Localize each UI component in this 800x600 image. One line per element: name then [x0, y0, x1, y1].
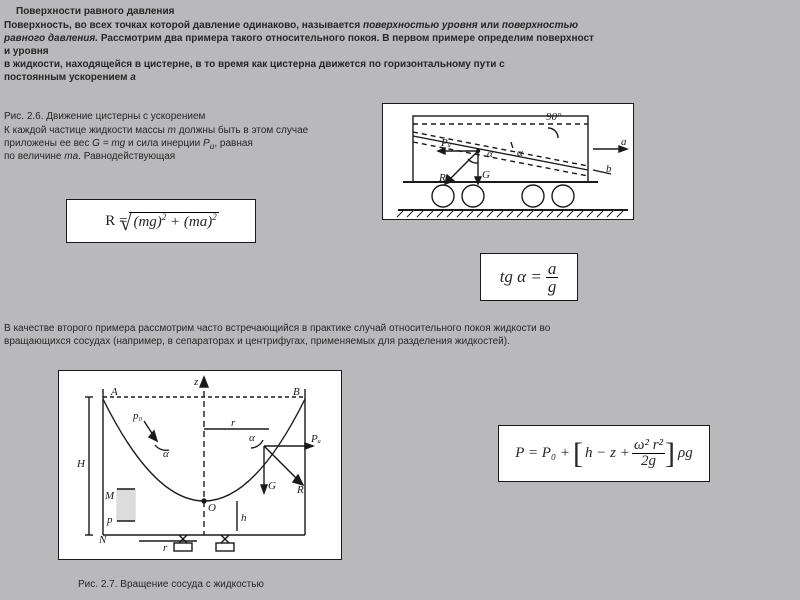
- equation-P: P = P₀ + [ h − z + ω² r² 2g ] ρg: [498, 425, 710, 482]
- equation-R: R = √ (mg)2 + (ma)2: [66, 199, 256, 243]
- para-2: равного давления. Рассмотрим два примера…: [4, 33, 594, 46]
- figure-2-7: z A B H p₀ α α r Pᵤ R G O h M p N r: [58, 370, 342, 560]
- svg-text:G: G: [268, 480, 276, 492]
- svg-text:r: r: [163, 542, 168, 554]
- svg-text:90°: 90°: [546, 111, 562, 123]
- figure-2-6-svg: 90° Pᵤ α α G R a b: [383, 104, 633, 219]
- title: Поверхности равного давления: [16, 6, 174, 19]
- para-5: постоянным ускорением а: [4, 72, 136, 85]
- svg-text:A: A: [110, 386, 118, 398]
- svg-text:p: p: [106, 514, 113, 526]
- para-1: Поверхность, во всех точках которой давл…: [4, 20, 578, 33]
- para-3: и уровня: [4, 46, 49, 59]
- svg-text:G: G: [482, 169, 490, 181]
- svg-text:z: z: [193, 376, 199, 388]
- line-3: по величине ma. Равнодействующая: [4, 151, 175, 164]
- svg-text:α: α: [517, 147, 523, 159]
- svg-text:M: M: [104, 490, 115, 502]
- svg-text:Pᵤ: Pᵤ: [310, 433, 321, 445]
- mid-2: вращающихся сосудах (например, в сепарат…: [4, 336, 510, 349]
- svg-text:H: H: [76, 458, 86, 470]
- svg-text:α: α: [487, 148, 493, 160]
- para-4: в жидкости, находящейся в цистерне, в то…: [4, 59, 505, 72]
- svg-text:Pᵤ: Pᵤ: [440, 137, 451, 149]
- figure-2-7-svg: z A B H p₀ α α r Pᵤ R G O h M p N r: [59, 371, 341, 559]
- svg-text:p₀: p₀: [132, 410, 143, 422]
- svg-text:B: B: [293, 386, 300, 398]
- svg-text:h: h: [241, 512, 247, 524]
- line-2: приложены ее вес G = mg и сила инерции P…: [4, 138, 253, 151]
- svg-text:N: N: [98, 534, 107, 546]
- mid-1: В качестве второго примера рассмотрим ча…: [4, 323, 550, 336]
- caption-2-6: Рис. 2.6. Движение цистерны с ускорением: [4, 111, 205, 124]
- slide: Поверхности равного давления Поверхность…: [0, 0, 800, 600]
- line-1: К каждой частице жидкости массы m должны…: [4, 125, 308, 138]
- svg-text:α: α: [163, 448, 169, 460]
- svg-text:a: a: [621, 136, 627, 148]
- svg-text:α: α: [249, 432, 255, 444]
- svg-text:R: R: [296, 484, 304, 496]
- equation-tg-alpha: tg α = a g: [480, 253, 578, 301]
- svg-text:R: R: [438, 172, 446, 184]
- figure-2-6: 90° Pᵤ α α G R a b: [382, 103, 634, 220]
- svg-text:r: r: [231, 417, 236, 429]
- svg-text:O: O: [208, 502, 216, 514]
- caption-2-7: Рис. 2.7. Вращение сосуда с жидкостью: [78, 579, 264, 592]
- svg-text:b: b: [606, 163, 612, 175]
